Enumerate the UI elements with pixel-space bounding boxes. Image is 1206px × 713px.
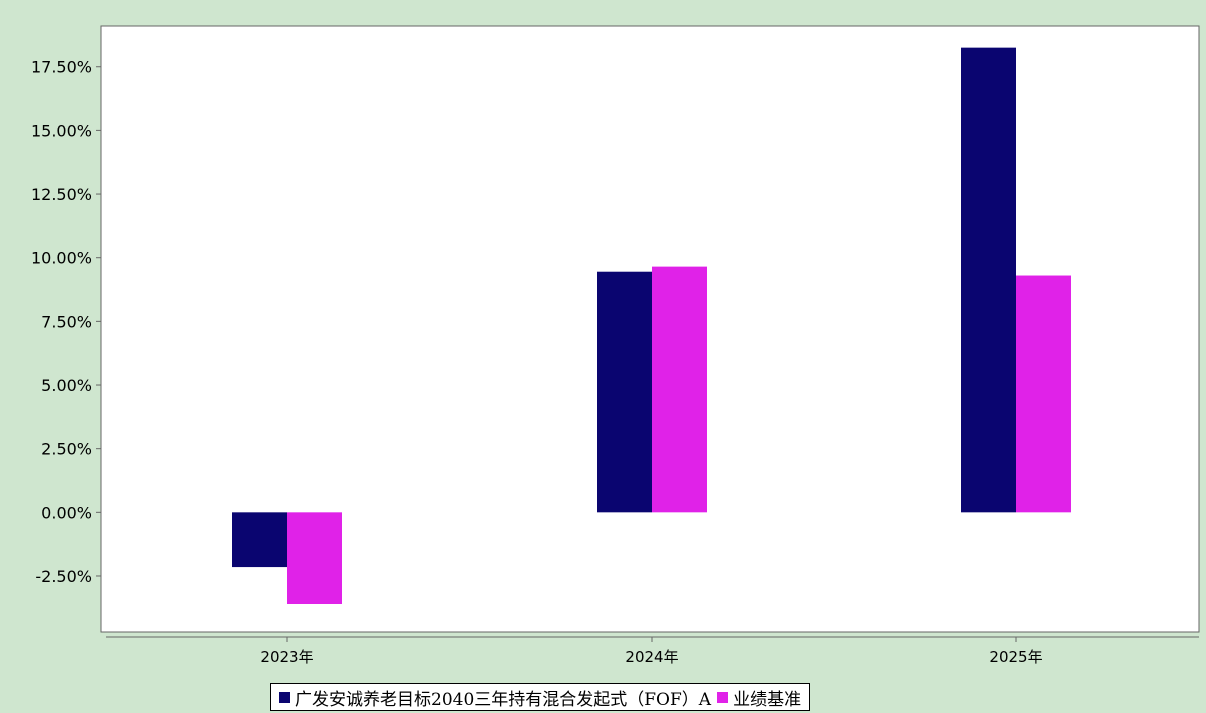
y-tick-label: 5.00%: [41, 376, 92, 395]
x-tick-label: 2025年: [989, 648, 1042, 666]
y-tick-label: 10.00%: [31, 249, 92, 268]
y-tick-label: 15.00%: [31, 121, 92, 140]
legend-item-series-1: 广发安诚养老目标2040三年持有混合发起式（FOF）A: [279, 685, 711, 710]
y-tick-label: 17.50%: [31, 58, 92, 77]
y-tick-label: -2.50%: [35, 567, 92, 586]
y-tick-label: 7.50%: [41, 312, 92, 331]
x-tick-label: 2024年: [625, 648, 678, 666]
bar-chart: 17.50% 15.00% 12.50% 10.00% 7.50% 5.00% 2.50% 0…: [31, 25, 1200, 666]
legend-item-series-2: 业绩基准: [717, 685, 801, 710]
bar-series-2-2023年: [287, 512, 342, 604]
bar-series-1-2025年: [961, 47, 1016, 513]
legend-label-series-1: 广发安诚养老目标2040三年持有混合发起式（FOF）A: [295, 689, 712, 710]
y-tick-label: 12.50%: [31, 185, 92, 204]
bar-series-1-2023年: [232, 512, 287, 568]
y-tick-label: 2.50%: [41, 440, 92, 459]
bar-series-2-2024年: [652, 266, 707, 513]
legend-swatch-series-1: [279, 691, 290, 703]
bar-series-1-2024年: [597, 271, 652, 513]
y-tick-label: 0.00%: [41, 503, 92, 522]
legend: 广发安诚养老目标2040三年持有混合发起式（FOF）A 业绩基准: [270, 683, 811, 711]
legend-label-series-2: 业绩基准: [733, 689, 802, 710]
legend-swatch-series-2: [717, 691, 729, 703]
x-tick-label: 2023年: [260, 648, 313, 666]
bar-series-2-2025年: [1016, 275, 1071, 513]
